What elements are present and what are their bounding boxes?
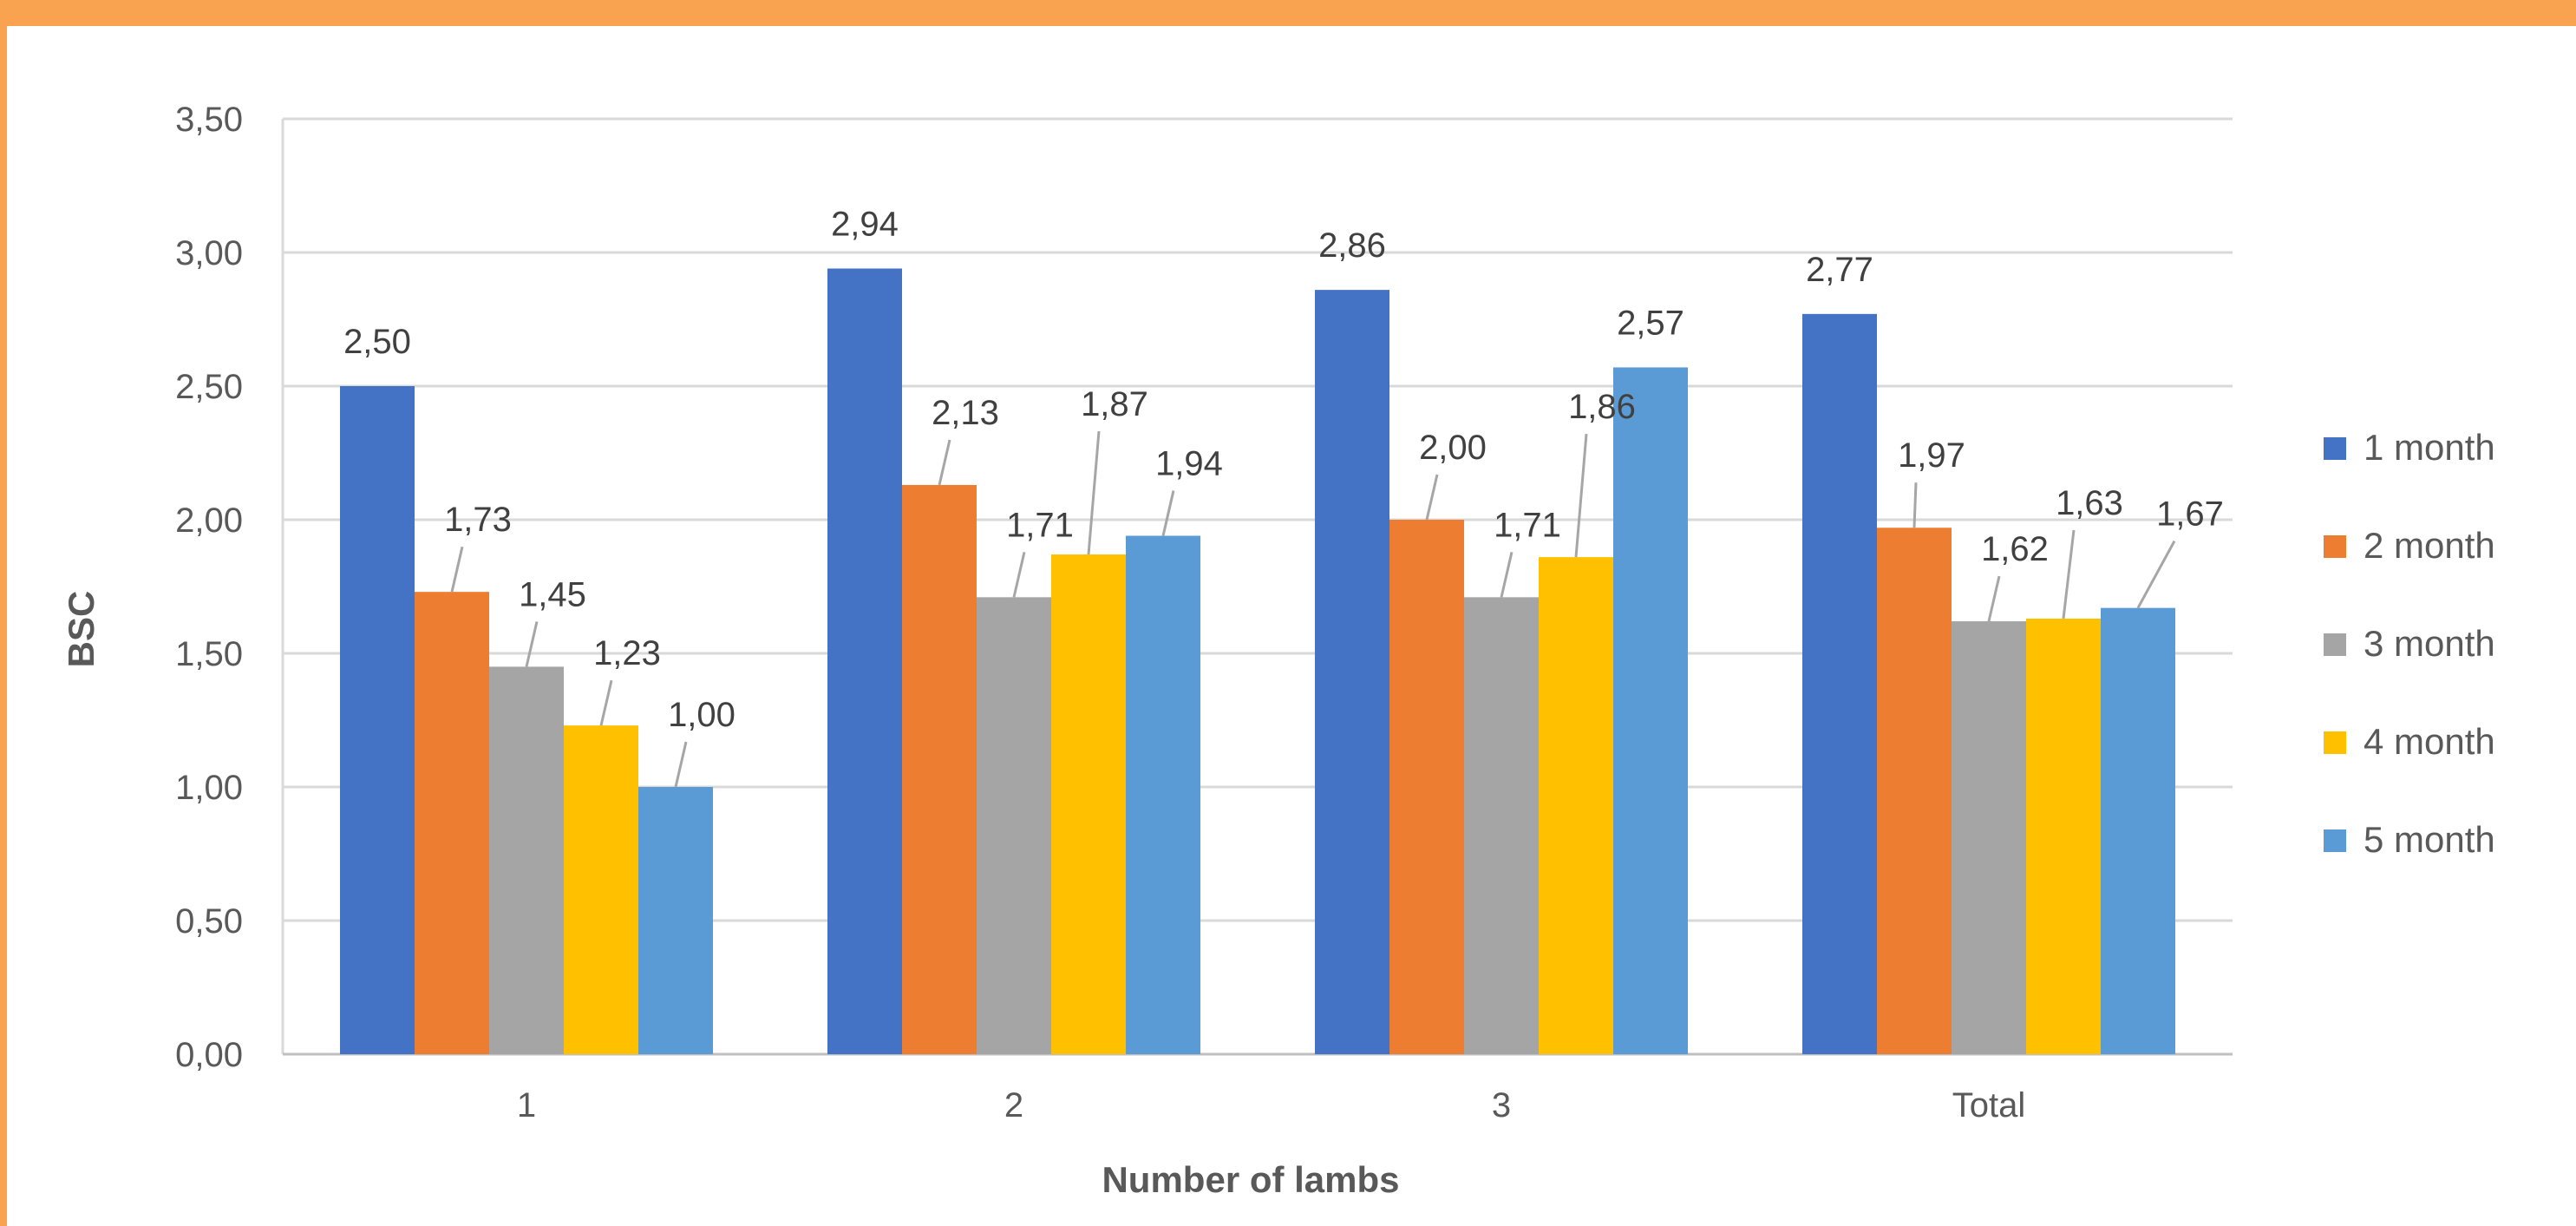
leader-line [450,546,464,593]
legend-label: 5 month [2364,819,2495,860]
data-label: 1,67 [2156,495,2224,534]
leader-line [1012,551,1026,598]
bar [564,725,638,1054]
data-label: 1,62 [1981,530,2049,568]
bar [1389,520,1464,1054]
bar-chart: 2,501,731,451,231,002,942,131,711,871,94… [61,101,2495,1200]
bar [1126,535,1200,1054]
data-label: 1,86 [1568,388,1636,426]
leader-line [2136,540,2176,609]
leader-line [1987,575,2001,622]
data-label: 2,57 [1617,304,1684,342]
bar [977,597,1051,1054]
data-label: 1,73 [444,501,512,539]
legend-swatch [2324,731,2346,754]
bar [1315,290,1389,1054]
data-label: 1,94 [1155,444,1223,482]
leader-line [2062,529,2076,620]
bar [415,592,489,1054]
data-label: 1,23 [593,634,661,672]
legend-label: 2 month [2364,525,2495,566]
bar [1877,528,1952,1054]
y-tick-label: 2,50 [175,368,243,406]
bar [638,787,713,1054]
legend-label: 1 month [2364,427,2495,468]
legend-label: 4 month [2364,721,2495,762]
bar [340,386,415,1054]
leader-line [1574,433,1588,558]
data-label: 2,50 [343,323,411,361]
x-tick-label: Total [1952,1086,2026,1124]
leader-line [1912,482,1918,528]
bar [1051,554,1126,1054]
leader-line [1161,490,1175,536]
bar [1613,367,1688,1054]
leader-line [1500,551,1514,598]
legend-swatch [2324,437,2346,460]
x-tick-label: 2 [1004,1086,1023,1124]
bar [1539,557,1613,1054]
y-tick-label: 2,00 [175,502,243,540]
y-tick-label: 3,00 [175,234,243,272]
data-label: 1,87 [1081,385,1148,423]
bar [827,268,902,1055]
data-label: 1,97 [1898,436,1965,475]
leader-line [1425,474,1439,521]
y-tick-label: 0,50 [175,902,243,941]
data-label: 2,13 [932,394,999,432]
legend: 1 month 2 month 3 month 4 month 5 month [2324,427,2495,860]
bar [1464,597,1539,1054]
x-tick-label: 1 [517,1086,536,1124]
data-label: 1,71 [1494,506,1561,544]
data-labels: 2,50 1,731,451,231,00 2,94 2,13 1,71 1,871,94… [343,205,2224,734]
chart-frame: 2,50 1,73 1,45 1,23 1,00 2,94 2,13 1,71 1,87 1,94… [7,26,2576,1226]
y-tick-label: 1,50 [175,635,243,673]
leader-line [938,439,951,486]
data-label: 1,45 [519,575,586,613]
bar [902,484,977,1054]
legend-swatch [2324,633,2346,656]
leader-line [525,621,539,667]
legend-swatch [2324,829,2346,852]
x-tick-label: 3 [1492,1086,1511,1124]
y-axis-title: BSC [61,591,101,668]
y-tick-label: 1,00 [175,769,243,807]
y-tick-label: 0,00 [175,1036,243,1074]
legend-swatch [2324,535,2346,558]
y-tick-label: 3,50 [175,101,243,139]
data-label: 2,77 [1806,251,1873,289]
data-label: 1,00 [668,696,736,734]
bar [489,666,564,1054]
bar [1802,313,1877,1055]
leader-lines [450,430,2176,788]
y-axis-ticks: 0,00 0,50 1,00 1,50 2,00 2,50 3,00 3,50 [175,101,243,1074]
data-label: 1,71 [1006,506,1074,544]
bar [2026,618,2101,1054]
data-label: 2,00 [1419,429,1487,467]
bar [1952,621,2026,1054]
x-axis-ticks: 1 2 3 Total [517,1086,2025,1124]
leader-line [599,679,613,726]
legend-label: 3 month [2364,623,2495,664]
leader-line [674,741,688,788]
data-label: 2,86 [1318,226,1386,265]
bar [2101,607,2175,1054]
x-axis-title: Number of lambs [1102,1159,1399,1200]
leader-line [1087,430,1101,555]
data-label: 2,94 [831,205,899,243]
data-label: 1,63 [2056,484,2123,522]
bars [340,268,2175,1055]
